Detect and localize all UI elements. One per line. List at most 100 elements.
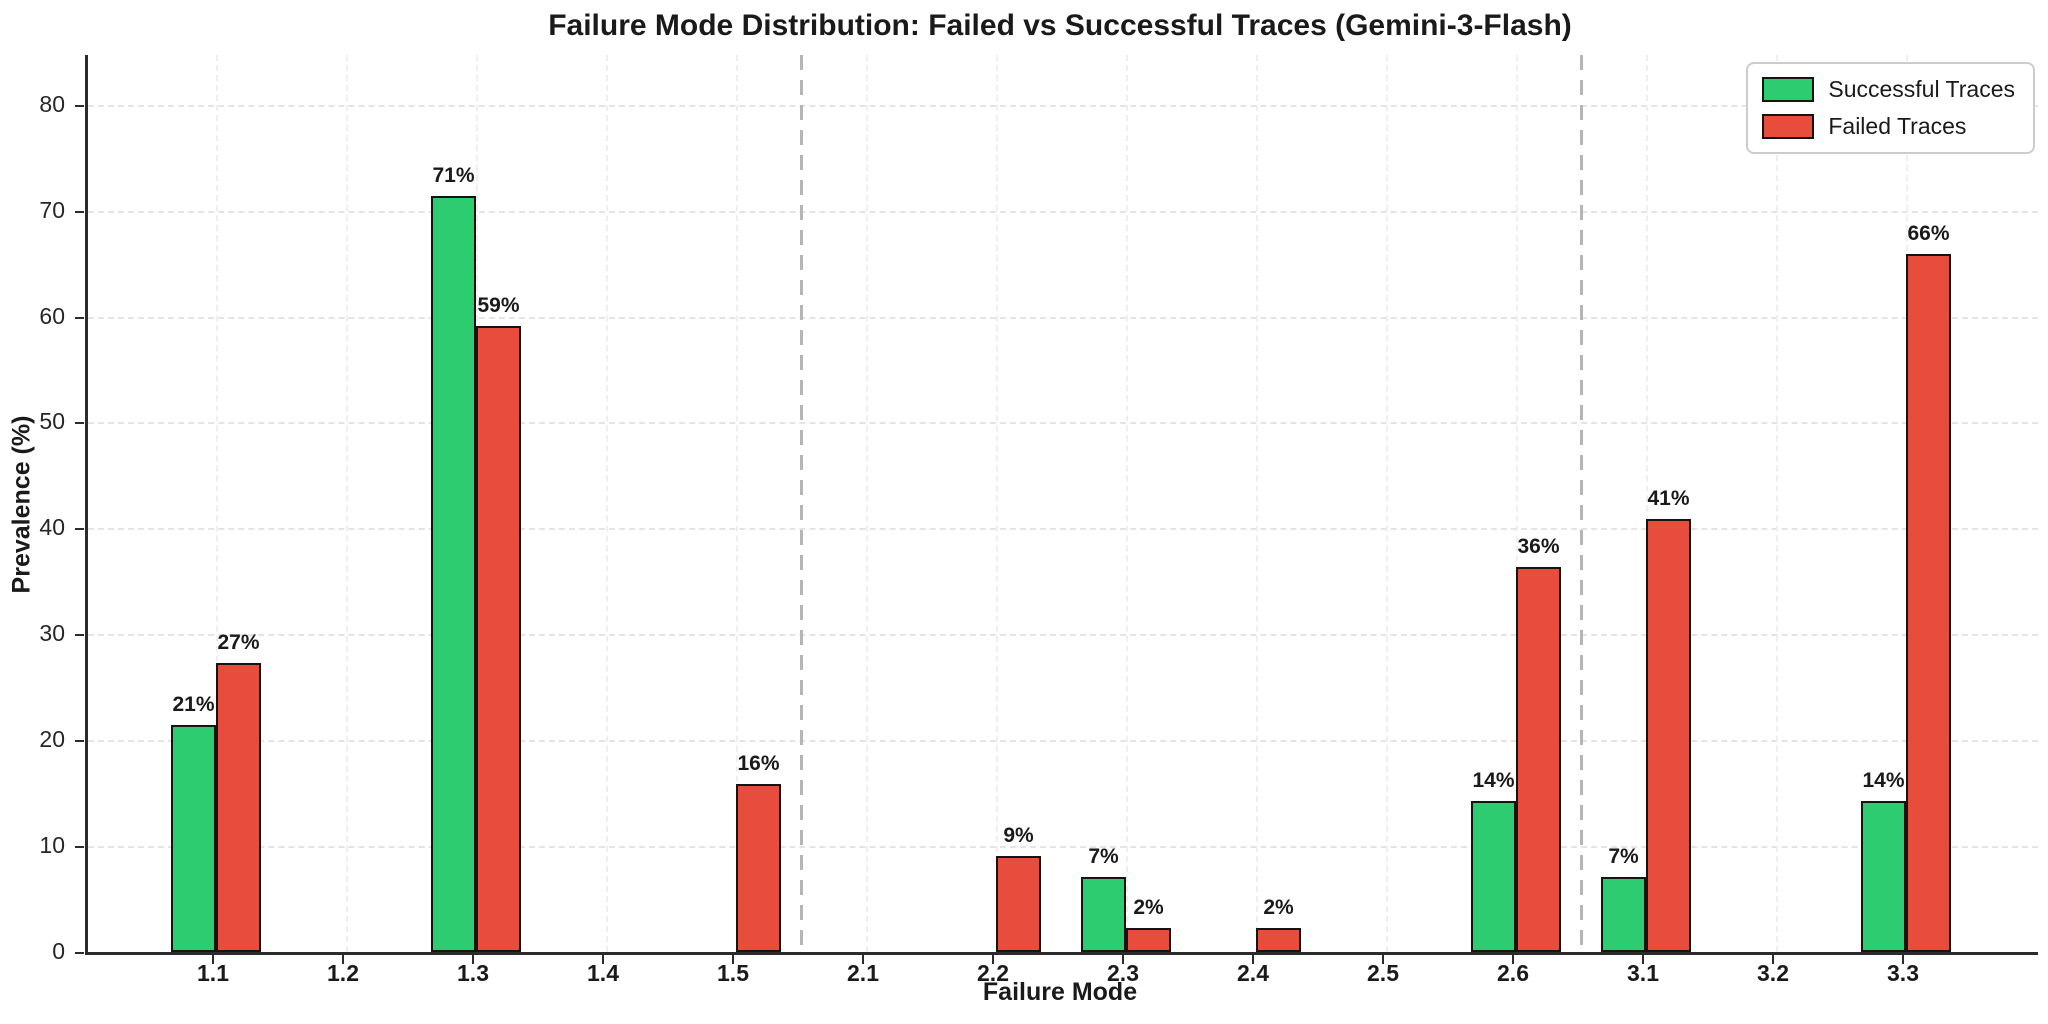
gridline-h-50	[88, 422, 2038, 425]
x-tick-mark-2.4	[1252, 955, 1254, 964]
y-tick-mark-20	[75, 740, 84, 743]
gridline-v-3.1	[1646, 55, 1648, 952]
x-tick-label-2.6: 2.6	[1497, 960, 1529, 986]
y-tick-mark-60	[75, 316, 84, 319]
x-tick-label-1.3: 1.3	[457, 960, 489, 986]
bar-failed-traces-1.5	[736, 783, 781, 952]
x-tick-label-1.4: 1.4	[587, 960, 619, 986]
x-tick-label-2.2: 2.2	[977, 960, 1009, 986]
bar-value-label-failed-traces-2.3: 2%	[1133, 895, 1164, 919]
gridline-h-60	[88, 316, 2038, 319]
group-separator-after-2.6	[1580, 55, 1583, 952]
gridline-h-40	[88, 528, 2038, 531]
bar-value-label-successful-traces-2.6: 14%	[1472, 768, 1515, 792]
bar-successful-traces-1.1	[171, 725, 216, 952]
gridline-v-1.4	[606, 55, 608, 952]
gridline-h-10	[88, 846, 2038, 849]
x-tick-label-3.2: 3.2	[1757, 960, 1789, 986]
y-tick-label-0: 0	[52, 938, 65, 964]
bar-failed-traces-2.3	[1126, 927, 1171, 952]
x-tick-mark-1.4	[602, 955, 604, 964]
y-tick-mark-80	[75, 104, 84, 107]
y-tick-label-50: 50	[39, 408, 65, 435]
gridline-v-2.5	[1386, 55, 1388, 952]
x-tick-label-1.1: 1.1	[197, 960, 229, 986]
legend-swatch-successful-traces	[1762, 77, 1815, 102]
y-tick-label-30: 30	[39, 620, 65, 647]
x-tick-mark-1.1	[212, 955, 214, 964]
bar-value-label-failed-traces-2.6: 36%	[1517, 534, 1560, 558]
legend-item-failed-traces: Failed Traces	[1762, 113, 2015, 140]
y-tick-label-70: 70	[39, 196, 65, 223]
gridline-v-1.2	[346, 55, 348, 952]
legend-swatch-failed-traces	[1762, 114, 1815, 139]
x-tick-label-1.2: 1.2	[327, 960, 359, 986]
bar-failed-traces-1.3	[476, 326, 521, 952]
bar-successful-traces-2.3	[1081, 876, 1126, 952]
bar-value-label-failed-traces-1.3: 59%	[477, 294, 520, 318]
bar-value-label-failed-traces-2.2: 9%	[1003, 823, 1034, 847]
x-tick-mark-1.2	[342, 955, 344, 964]
y-tick-label-40: 40	[39, 514, 65, 541]
gridline-h-20	[88, 740, 2038, 743]
x-tick-label-2.3: 2.3	[1107, 960, 1139, 986]
gridline-h-80	[88, 104, 2038, 107]
chart-title: Failure Mode Distribution: Failed vs Suc…	[548, 9, 1572, 42]
bar-failed-traces-3.3	[1906, 254, 1951, 952]
bar-failed-traces-2.2	[996, 855, 1041, 952]
y-tick-mark-40	[75, 528, 84, 531]
x-tick-label-2.4: 2.4	[1237, 960, 1269, 986]
x-tick-mark-3.1	[1642, 955, 1644, 964]
bar-value-label-successful-traces-1.3: 71%	[432, 163, 475, 187]
x-tick-label-3.1: 3.1	[1627, 960, 1659, 986]
y-tick-label-60: 60	[39, 302, 65, 329]
bar-value-label-failed-traces-3.1: 41%	[1647, 486, 1690, 510]
bar-value-label-successful-traces-2.3: 7%	[1088, 844, 1119, 868]
x-tick-mark-1.3	[472, 955, 474, 964]
gridline-v-2.1	[866, 55, 868, 952]
y-tick-label-20: 20	[39, 726, 65, 753]
x-tick-mark-1.5	[732, 955, 734, 964]
y-tick-mark-0	[75, 952, 84, 954]
legend-label-failed-traces: Failed Traces	[1828, 113, 1967, 139]
x-tick-label-2.1: 2.1	[847, 960, 879, 986]
x-tick-label-2.5: 2.5	[1367, 960, 1399, 986]
x-tick-mark-3.2	[1772, 955, 1774, 964]
x-tick-mark-3.3	[1902, 955, 1904, 964]
bar-value-label-failed-traces-2.4: 2%	[1263, 895, 1294, 919]
bar-value-label-successful-traces-3.3: 14%	[1862, 768, 1905, 792]
bar-value-label-failed-traces-1.1: 27%	[217, 630, 260, 654]
bar-successful-traces-3.1	[1601, 876, 1646, 952]
y-tick-label-10: 10	[39, 832, 65, 859]
x-tick-label-1.5: 1.5	[717, 960, 749, 986]
group-separator-after-1.5	[800, 55, 803, 952]
x-tick-mark-2.3	[1122, 955, 1124, 964]
x-tick-mark-2.6	[1512, 955, 1514, 964]
bar-value-label-failed-traces-3.3: 66%	[1907, 222, 1950, 246]
y-tick-mark-10	[75, 846, 84, 849]
y-tick-label-80: 80	[39, 90, 65, 117]
gridline-v-2.2	[996, 55, 998, 952]
bar-value-label-successful-traces-1.1: 21%	[172, 693, 215, 717]
bar-failed-traces-3.1	[1646, 518, 1691, 952]
y-tick-mark-30	[75, 634, 84, 637]
bar-failed-traces-2.6	[1516, 566, 1561, 952]
bar-value-label-failed-traces-1.5: 16%	[737, 751, 780, 775]
bar-successful-traces-2.6	[1471, 800, 1516, 952]
x-axis-label: Failure Mode	[982, 978, 1138, 1006]
bar-successful-traces-1.3	[431, 195, 476, 952]
gridline-v-1.1	[216, 55, 218, 952]
bar-successful-traces-3.3	[1861, 800, 1906, 952]
x-tick-mark-2.1	[862, 955, 864, 964]
gridline-v-2.6	[1516, 55, 1518, 952]
gridline-h-30	[88, 634, 2038, 637]
gridline-v-2.3	[1126, 55, 1128, 952]
legend: Successful Traces Failed Traces	[1746, 62, 2035, 154]
gridline-h-70	[88, 210, 2038, 213]
gridline-v-1.5	[736, 55, 738, 952]
gridline-v-2.4	[1256, 55, 1258, 952]
y-tick-mark-50	[75, 422, 84, 425]
y-tick-mark-70	[75, 210, 84, 213]
legend-item-successful-traces: Successful Traces	[1762, 76, 2015, 103]
